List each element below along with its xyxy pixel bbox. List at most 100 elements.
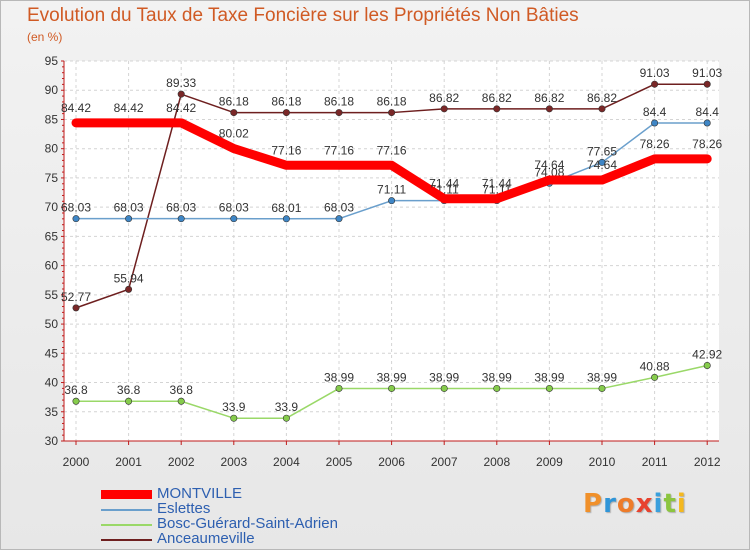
y-tick-label: 35 [45,405,59,419]
series-layer: 52.77 55.94 89.33 86.18 86.18 86.18 86.18 86.82… [61,66,723,422]
data-label: 38.99 [482,370,512,384]
x-tick-label: 2005 [326,455,353,469]
data-point [493,105,501,113]
y-tick-label: 60 [45,259,59,273]
data-point [125,285,133,293]
data-point [230,215,238,223]
data-label: 71.11 [377,183,406,197]
y-tick-label: 75 [45,171,59,185]
y-tick-label: 85 [45,112,59,126]
series-bosc-gu-rard-saint-adrien: 36.8 36.8 36.8 33.9 33.9 38.99 38.99 38.99 38.99… [64,347,723,422]
data-point [72,215,80,223]
data-label: 38.99 [534,370,564,384]
data-point [335,384,343,392]
y-tick-label: 45 [45,346,59,360]
data-point [72,118,80,127]
data-label: 68.03 [114,201,144,215]
data-label: 71.44 [429,177,459,191]
data-point [703,154,712,163]
data-point [282,161,291,170]
data-label: 77.16 [377,143,407,157]
data-label: 68.03 [219,201,249,215]
data-label: 74.64 [587,158,617,172]
data-point [177,90,185,98]
data-point [177,215,185,223]
data-label: 68.03 [166,201,196,215]
data-point [388,384,396,392]
data-label: 86.82 [429,91,459,105]
data-point [72,397,80,405]
data-label: 86.82 [534,91,564,105]
x-tick-label: 2006 [378,455,405,469]
data-point [440,384,448,392]
x-tick-label: 2002 [168,455,195,469]
data-label: 86.18 [324,95,354,109]
legend-swatch [101,539,152,541]
legend-label: MONTVILLE [157,485,243,502]
data-label: 78.26 [692,137,722,151]
data-label: 38.99 [377,370,407,384]
data-label: 33.9 [275,400,299,414]
data-point [598,384,606,392]
data-label: 42.92 [692,347,722,361]
data-label: 86.18 [271,95,301,109]
data-point [598,105,606,113]
data-point [651,119,659,127]
y-tick-label: 80 [45,142,59,156]
series-montville: 84.42 84.42 84.42 80.02 77.16 77.16 77.16 71.44… [61,101,723,204]
data-point [282,109,290,117]
data-label: 91.03 [692,66,722,80]
data-point [545,105,553,113]
data-point [388,197,396,205]
x-tick-label: 2011 [642,455,668,469]
data-label: 33.9 [222,400,246,414]
data-point [493,384,501,392]
data-point [125,397,133,405]
data-label: 55.94 [114,271,144,285]
logo-letter: P [583,489,604,519]
x-tick-label: 2004 [273,455,300,469]
axes: 30 35 40 45 50 55 60 65 70 75 80 85 90 95 2000 2001 2002… [45,54,721,469]
data-label: 84.42 [166,101,196,115]
data-label: 84.4 [696,105,720,119]
logo-letter: o [616,489,636,519]
x-tick-label: 2003 [220,455,247,469]
legend-label: Bosc-Guérard-Saint-Adrien [157,515,338,532]
data-label: 77.65 [587,144,617,158]
data-point [335,161,343,170]
data-label: 78.26 [640,137,670,151]
data-point [545,176,554,185]
data-label: 77.16 [324,143,354,157]
data-label: 40.88 [640,359,670,373]
legend-swatch [101,509,152,511]
data-label: 36.8 [170,383,194,397]
data-label: 68.03 [324,201,354,215]
data-label: 89.33 [166,76,196,90]
data-point [72,304,80,312]
x-tick-label: 2009 [536,455,563,469]
y-tick-label: 55 [45,288,59,302]
proxiti-logo: Proxiti [583,489,687,519]
data-label: 52.77 [61,290,91,304]
data-point [545,384,553,392]
data-label: 77.16 [271,143,301,157]
data-point [125,215,133,223]
data-label: 86.18 [377,95,407,109]
data-point [177,118,186,127]
y-tick-label: 70 [45,200,59,214]
data-point [387,161,396,170]
data-label: 38.99 [587,370,617,384]
legend-label: Eslettes [157,500,211,517]
y-axis-unit: (en %) [27,30,63,44]
y-tick-label: 50 [45,317,59,331]
y-tick-label: 95 [45,54,59,68]
data-label: 86.18 [219,95,249,109]
data-point [124,118,133,127]
data-label: 38.99 [429,370,459,384]
logo-letter: t [663,489,677,519]
data-point [598,176,606,185]
legend-swatch [101,490,152,499]
data-label: 84.42 [114,101,144,115]
data-label: 36.8 [117,383,141,397]
data-point [440,105,448,113]
